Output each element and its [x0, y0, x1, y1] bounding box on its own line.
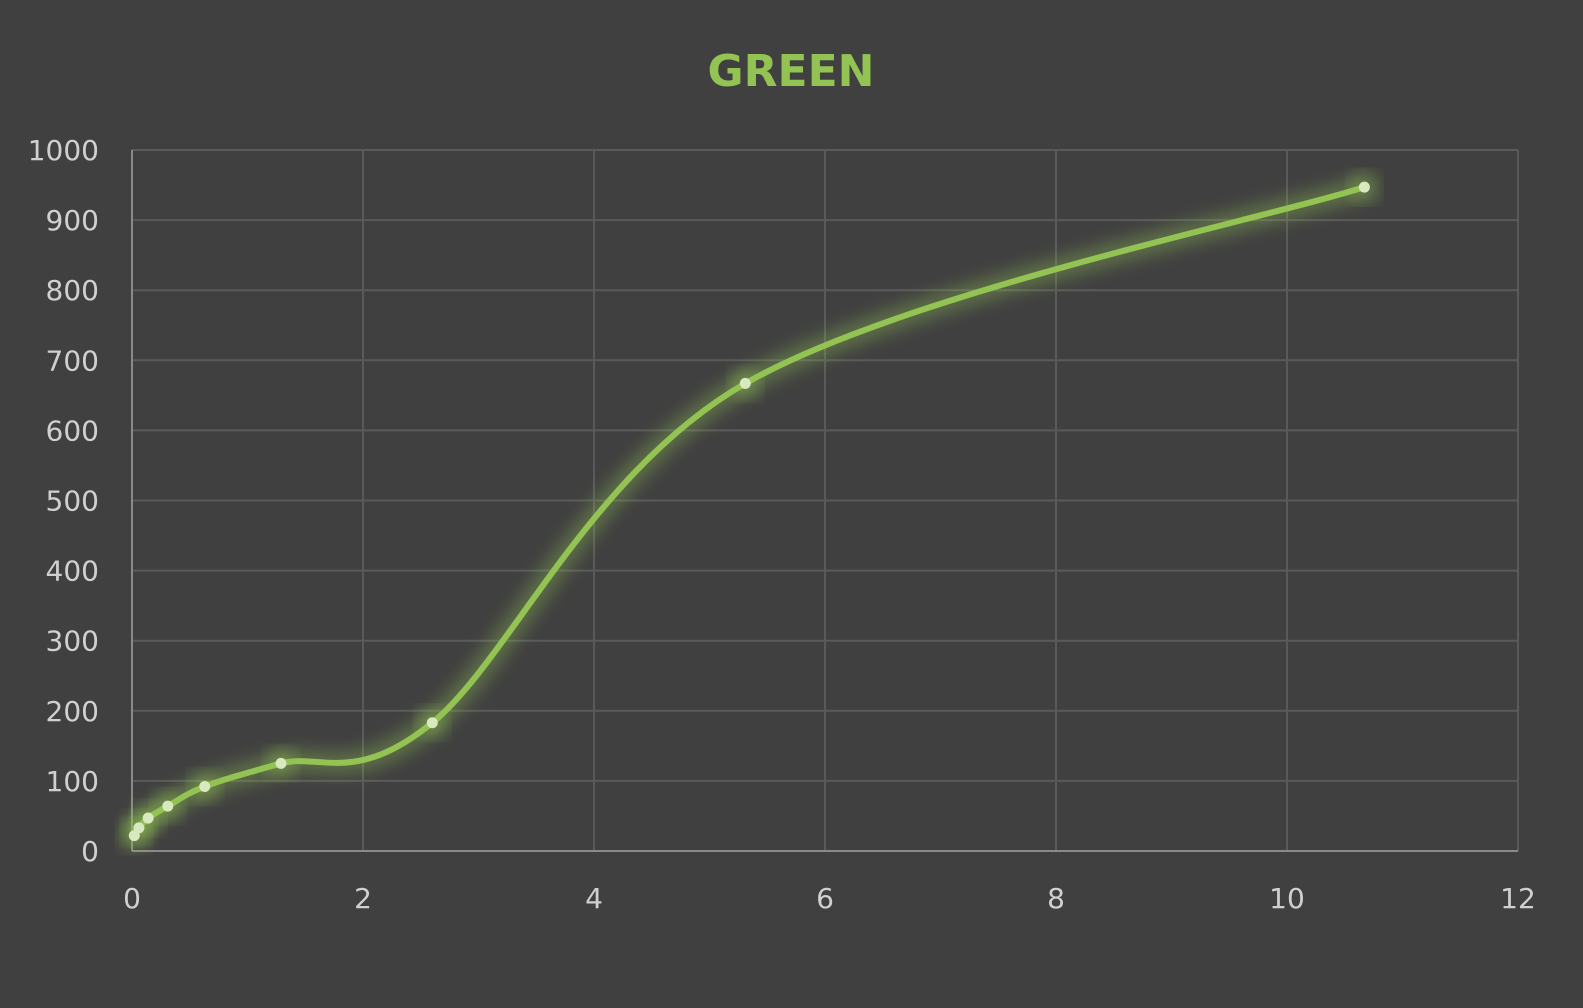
data-point [1358, 181, 1370, 193]
series-glow [126, 178, 1368, 841]
x-tick-label: 0 [123, 882, 141, 915]
y-tick-label: 600 [46, 414, 99, 447]
x-tick-label: 6 [816, 882, 834, 915]
y-tick-label: 900 [46, 204, 99, 237]
y-tick-label: 100 [46, 765, 99, 798]
tick-labels: 0 100 200 300 400 500 600 700 800 900 1000 0 2 4 6 8 10 1… [28, 134, 1536, 915]
x-tick-label: 2 [354, 882, 372, 915]
y-tick-label: 500 [46, 485, 99, 518]
data-point [275, 757, 287, 769]
series-layer [120, 173, 1379, 850]
y-tick-label: 300 [46, 625, 99, 658]
data-point [162, 800, 174, 812]
y-tick-label: 400 [46, 555, 99, 588]
y-tick-label: 700 [46, 344, 99, 377]
y-tick-label: 1000 [28, 134, 99, 167]
data-point [133, 822, 145, 834]
x-tick-label: 10 [1269, 882, 1305, 915]
data-point [199, 781, 211, 793]
data-point [739, 377, 751, 389]
series-line [131, 184, 1368, 839]
y-tick-label: 200 [46, 695, 99, 728]
data-point [142, 812, 154, 824]
data-point [426, 717, 438, 729]
x-tick-label: 12 [1500, 882, 1536, 915]
y-tick-label: 800 [46, 274, 99, 307]
axes [131, 150, 1518, 852]
x-tick-label: 8 [1047, 882, 1065, 915]
grid [132, 149, 1519, 851]
chart-title: GREEN [708, 46, 875, 97]
y-tick-label: 0 [81, 835, 99, 868]
x-tick-label: 4 [585, 882, 603, 915]
